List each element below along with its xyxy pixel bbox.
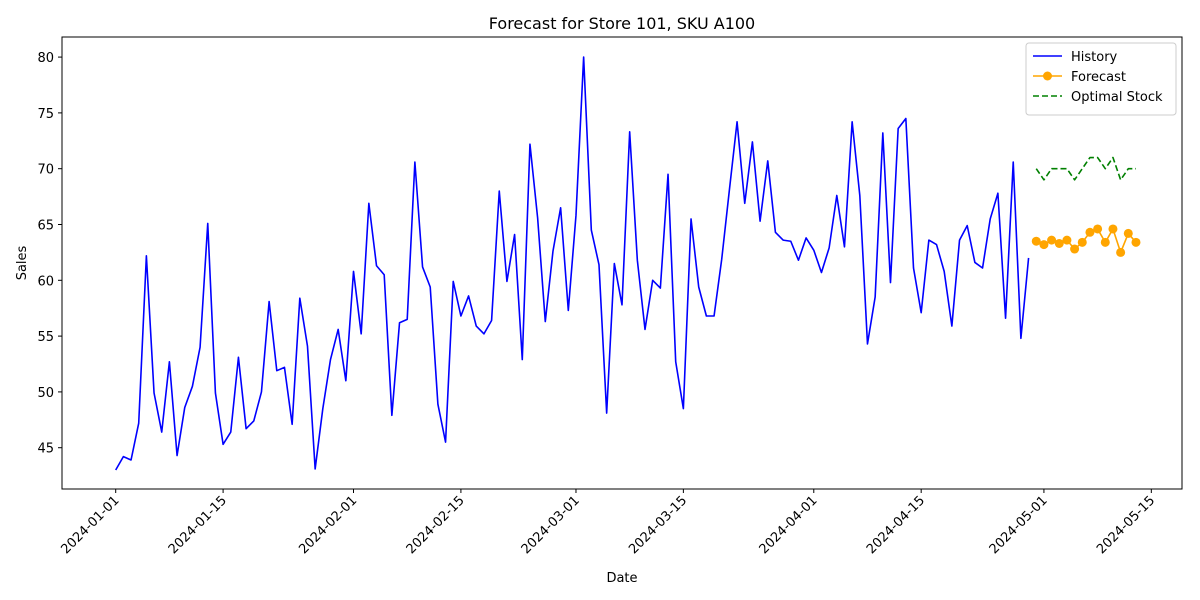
legend: History Forecast Optimal Stock (1025, 42, 1177, 116)
data-point (1070, 244, 1080, 254)
x-tick-label: 2024-02-01 (296, 493, 360, 557)
data-point (1100, 237, 1110, 247)
x-tick-label: 2024-01-01 (58, 493, 122, 557)
legend-item: Optimal Stock (1033, 90, 1163, 105)
series-forecast (1031, 224, 1141, 257)
data-point (1093, 224, 1103, 234)
data-point (1031, 236, 1041, 246)
y-tick-label: 80 (37, 51, 54, 66)
x-tick-label: 2024-05-15 (1094, 493, 1158, 557)
x-axis: 2024-01-01 2024-01-15 2024-02-01 2024-02-15… (58, 489, 1158, 557)
x-tick-label: 2024-05-01 (987, 493, 1051, 557)
y-tick-label: 70 (37, 163, 54, 178)
series-line (1035, 156, 1136, 181)
series-line (115, 56, 1030, 471)
legend-label: Forecast (1071, 70, 1126, 85)
legend-label: Optimal Stock (1071, 90, 1163, 105)
data-point (1054, 238, 1064, 248)
x-tick-label: 2024-04-15 (864, 493, 928, 557)
x-axis-label: Date (606, 571, 637, 586)
series-optimal-stock (1035, 156, 1136, 181)
x-tick-label: 2024-04-01 (757, 493, 821, 557)
data-point (1062, 235, 1072, 245)
y-tick-label: 75 (37, 107, 54, 122)
data-point (1085, 227, 1095, 237)
y-axis: 45 50 55 60 65 70 75 80 (37, 51, 62, 457)
x-tick-label: 2024-02-15 (404, 493, 468, 557)
plot-frame (61, 36, 1183, 490)
y-tick-label: 65 (37, 218, 54, 233)
data-point (1131, 237, 1141, 247)
data-point (1077, 237, 1087, 247)
data-point (1047, 235, 1057, 245)
x-tick-label: 2024-01-15 (166, 493, 230, 557)
data-point (1116, 247, 1126, 257)
y-tick-label: 55 (37, 330, 54, 345)
legend-marker (1043, 71, 1052, 81)
data-point (1039, 240, 1049, 250)
legend-item: History (1033, 50, 1118, 65)
y-tick-label: 60 (37, 274, 54, 289)
chart-title: Forecast for Store 101, SKU A100 (489, 14, 755, 33)
data-point (1123, 228, 1133, 238)
y-axis-label: Sales (15, 245, 30, 280)
x-tick-label: 2024-03-01 (519, 493, 583, 557)
x-tick-label: 2024-03-15 (626, 493, 690, 557)
legend-label: History (1071, 50, 1118, 65)
legend-box (1025, 42, 1177, 116)
plot-area (61, 36, 1183, 490)
y-tick-label: 45 (37, 442, 54, 457)
series-history (115, 56, 1030, 471)
data-point (1108, 224, 1118, 234)
legend-item: Forecast (1033, 70, 1126, 85)
y-tick-label: 50 (37, 386, 54, 401)
